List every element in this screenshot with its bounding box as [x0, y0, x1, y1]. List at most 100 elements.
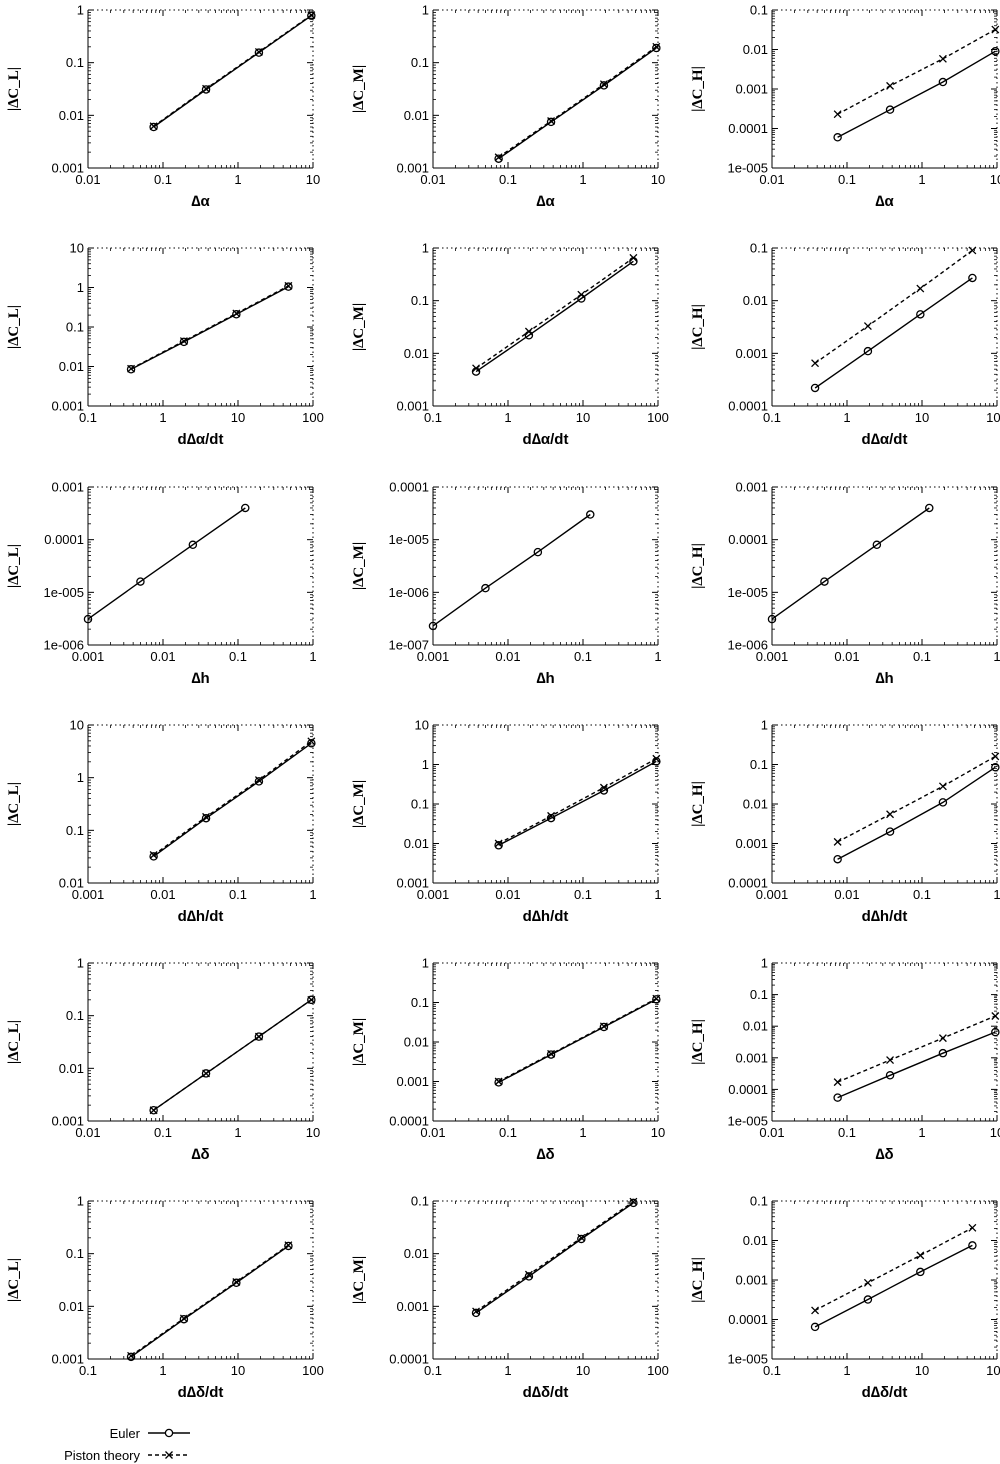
y-tick-label: 0.1: [411, 797, 429, 812]
y-tick-label: 1: [77, 956, 84, 971]
y-tick-label: 1e-005: [728, 585, 768, 600]
series-piston-line: [837, 755, 996, 843]
euler-point: [136, 577, 145, 586]
y-tick-label: 0.1: [411, 995, 429, 1010]
y-tick-label: 0.01: [404, 836, 429, 851]
series-euler-line: [475, 260, 634, 373]
euler-point: [833, 1093, 842, 1102]
x-tick-label: 0.001: [417, 649, 450, 664]
euler-point: [885, 827, 895, 836]
series-euler-line: [837, 1031, 996, 1099]
x-tick-label: 0.01: [759, 172, 784, 187]
y-tick-label: 0.0001: [728, 121, 768, 136]
x-tick-label: 0.1: [499, 172, 517, 187]
y-tick-label: 0.1: [66, 55, 84, 70]
y-tick-label: 0.1: [750, 1194, 768, 1209]
y-tick-label: 0.001: [735, 82, 768, 97]
legend-euler-label: Euler: [110, 1426, 141, 1441]
y-tick-label: 0.01: [743, 293, 768, 308]
euler-point: [991, 1027, 1000, 1037]
y-tick-label: 0.01: [59, 1299, 84, 1314]
x-tick-label: 0.01: [150, 649, 175, 664]
x-tick-label: 1: [234, 172, 241, 187]
euler-point: [254, 1032, 264, 1041]
x-tick-label: 1: [654, 887, 661, 902]
y-tick-label: 0.001: [396, 876, 429, 891]
x-tick-label: 0.1: [838, 1125, 856, 1140]
y-tick-label: 10: [70, 718, 84, 733]
euler-point: [599, 1022, 609, 1032]
y-axis-label: |∆C_H|: [690, 543, 706, 589]
x-tick-label: 10: [990, 1125, 1000, 1140]
y-tick-label: 0.1: [411, 55, 429, 70]
piston-point: [202, 1069, 211, 1078]
piston-point: [202, 84, 211, 93]
x-tick-label: 100: [302, 410, 324, 425]
series-euler-line: [814, 277, 973, 389]
euler-point: [481, 583, 490, 593]
y-axis-label: |∆C_M|: [351, 780, 367, 828]
euler-point: [991, 47, 1000, 56]
y-tick-label: 0.01: [743, 42, 768, 57]
y-tick-label: 1: [761, 956, 768, 971]
piston-point: [886, 81, 895, 90]
y-tick-label: 0.001: [735, 346, 768, 361]
series-euler-line: [814, 1244, 973, 1328]
piston-point: [494, 1077, 503, 1086]
x-tick-label: 0.001: [756, 649, 789, 664]
euler-point: [938, 77, 948, 87]
x-tick-label: 0.01: [420, 1125, 445, 1140]
x-tick-label: 1: [504, 1363, 511, 1378]
euler-point: [652, 43, 661, 53]
euler-point: [494, 841, 503, 850]
euler-point: [179, 337, 189, 347]
piston-point: [472, 1307, 481, 1316]
series-euler-line: [498, 47, 657, 160]
x-axis-label: d∆δ/dt: [178, 1384, 224, 1401]
series-piston-line: [837, 28, 996, 115]
x-axis-label: d∆h/dt: [178, 908, 224, 925]
x-tick-label: 1: [309, 887, 316, 902]
euler-point: [149, 1105, 158, 1115]
series-euler-line: [475, 1202, 634, 1314]
piston-point: [968, 1223, 977, 1232]
euler-point: [284, 1241, 293, 1251]
euler-point: [820, 577, 829, 586]
x-tick-label: 0.001: [756, 887, 789, 902]
euler-point: [652, 757, 661, 766]
x-tick-label: 0.1: [913, 649, 931, 664]
y-axis-label: |∆C_M|: [351, 542, 367, 590]
euler-point: [968, 1241, 977, 1250]
series-piston-line: [498, 46, 657, 158]
piston-point: [254, 776, 263, 785]
piston-point: [149, 122, 158, 131]
x-axis-label: ∆h: [536, 670, 554, 687]
piston-point: [652, 42, 661, 51]
series-piston-line: [130, 285, 289, 370]
y-axis-label: |∆C_M|: [351, 1018, 367, 1066]
y-axis-label: |∆C_L|: [6, 544, 22, 588]
euler-point: [201, 1069, 211, 1078]
x-tick-label: 1: [309, 649, 316, 664]
y-tick-label: 0.001: [735, 1273, 768, 1288]
y-tick-label: 1e-005: [728, 1352, 768, 1367]
y-tick-label: 0.01: [743, 1233, 768, 1248]
y-tick-label: 0.01: [404, 1035, 429, 1050]
y-axis-label: |∆C_L|: [6, 782, 22, 826]
x-tick-label: 10: [651, 172, 665, 187]
euler-point: [810, 1322, 820, 1332]
series-euler-line: [837, 50, 996, 138]
euler-point: [126, 365, 136, 374]
euler-point: [254, 777, 264, 786]
y-tick-label: 0.1: [750, 3, 768, 18]
x-tick-label: 0.1: [79, 1363, 97, 1378]
legend-piston-label: Piston theory: [64, 1448, 140, 1463]
series-piston-line: [498, 758, 657, 845]
series-euler-line: [432, 513, 591, 627]
euler-point: [938, 1048, 948, 1058]
y-axis-label: |∆C_M|: [351, 303, 367, 351]
y-tick-label: 0.1: [66, 320, 84, 335]
x-tick-label: 1: [234, 1125, 241, 1140]
x-tick-label: 0.01: [759, 1125, 784, 1140]
